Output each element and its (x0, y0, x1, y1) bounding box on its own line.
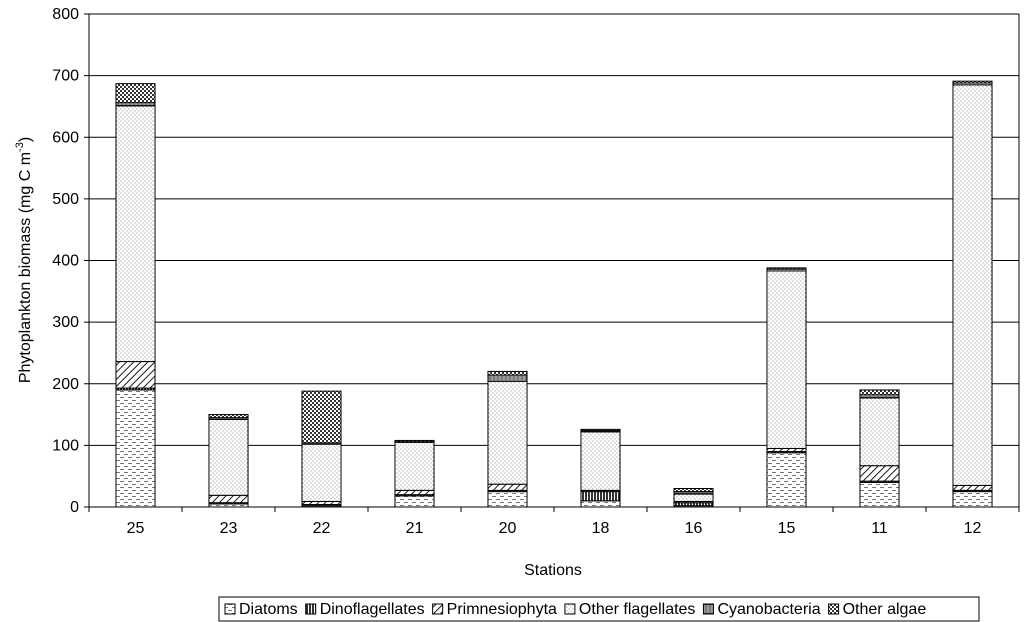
bar-15-other-algae (766, 267, 807, 270)
x-tick-22: 22 (313, 520, 331, 537)
axes (84, 13, 1020, 512)
y-axis-label-superscript: -3 (14, 142, 26, 152)
bar-15-diatoms (766, 452, 807, 508)
legend-label-dinoflagellates: Dinoflagellates (320, 601, 425, 618)
y-axis-label-main: Phytoplankton biomass (mg C m (17, 152, 34, 383)
legend-label-primnesiophyta: Primnesiophyta (447, 601, 557, 618)
bar-11-primnesiophyta (859, 465, 900, 482)
bar-16-other-algae (673, 488, 714, 493)
bar-23-other-algae (208, 414, 249, 419)
x-axis-label: Stations (524, 562, 582, 579)
bar-22-other-flagellates (301, 443, 342, 502)
y-tick-500: 500 (52, 191, 79, 208)
legend-swatch-cyanobacteria (702, 603, 714, 615)
y-axis-label-end: ) (17, 137, 34, 142)
bar-25-other-algae (115, 83, 156, 104)
bar-11-other-flagellates (859, 397, 900, 467)
x-tick-20: 20 (499, 520, 517, 537)
bar-15-other-flagellates (766, 270, 807, 449)
legend: Diatoms Dinoflagellates Primnesiophyta Othe… (218, 596, 980, 622)
legend-swatch-primnesiophyta (432, 603, 444, 615)
legend-box (218, 596, 980, 622)
legend-swatch-other-flagellates (564, 603, 576, 615)
x-tick-labels: 25 23 22 21 20 18 16 15 11 12 (127, 520, 982, 537)
bar-23-primnesiophyta (208, 494, 249, 504)
bar-25-other-flagellates (115, 105, 156, 363)
y-tick-200: 200 (52, 376, 79, 393)
x-tick-15: 15 (778, 520, 796, 537)
y-tick-labels: 0 100 200 300 400 500 600 700 800 (52, 6, 79, 516)
bar-16-other-flagellates (673, 493, 714, 502)
legend-swatch-other-algae (828, 603, 840, 615)
y-tick-300: 300 (52, 314, 79, 331)
x-tick-21: 21 (406, 520, 424, 537)
x-tick-11: 11 (871, 520, 888, 537)
bar-20-other-algae (487, 370, 528, 376)
bar-12-other-algae (952, 80, 993, 84)
y-tick-100: 100 (52, 437, 79, 454)
bar-20-other-flagellates (487, 380, 528, 485)
legend-swatch-dinoflagellates (305, 603, 317, 615)
bar-11-other-algae (859, 389, 900, 396)
x-tick-12: 12 (964, 520, 982, 537)
bar-20-cyanobacteria (487, 374, 528, 382)
bar-11-diatoms (859, 481, 900, 508)
y-tick-700: 700 (52, 68, 79, 85)
y-axis-label: Phytoplankton biomass (mg C m-3) (14, 137, 34, 383)
bar-25-primnesiophyta (115, 361, 156, 389)
bar-20-diatoms (487, 491, 528, 508)
y-tick-800: 800 (52, 6, 79, 23)
bar-18-diatoms (580, 500, 621, 508)
legend-label-diatoms: Diatoms (239, 601, 298, 618)
x-tick-23: 23 (220, 520, 238, 537)
bar-21-other-flagellates (394, 441, 435, 491)
bar-18-other-flagellates (580, 431, 621, 491)
bar-12-primnesiophyta (952, 484, 993, 491)
y-tick-0: 0 (70, 499, 79, 516)
x-tick-25: 25 (127, 520, 145, 537)
bar-12-diatoms (952, 491, 993, 508)
y-tick-600: 600 (52, 129, 79, 146)
bar-21-other-algae (394, 439, 435, 443)
bar-18-dinoflagellates (580, 491, 621, 502)
legend-label-other-flagellates: Other flagellates (579, 601, 696, 618)
bar-18-other-algae (580, 428, 621, 432)
legend-label-other-algae: Other algae (843, 601, 927, 618)
x-tick-16: 16 (685, 520, 703, 537)
x-tick-18: 18 (592, 520, 610, 537)
bar-22-other-algae (301, 390, 342, 444)
bar-25-diatoms (115, 389, 156, 508)
bar-12-other-flagellates (952, 84, 993, 486)
bar-21-primnesiophyta (394, 489, 435, 496)
legend-label-cyanobacteria: Cyanobacteria (717, 601, 820, 618)
bars (115, 80, 993, 508)
bar-23-other-flagellates (208, 418, 249, 496)
legend-swatch-diatoms (224, 603, 236, 615)
bar-21-diatoms (394, 495, 435, 508)
bar-20-primnesiophyta (487, 483, 528, 491)
y-tick-400: 400 (52, 253, 79, 270)
